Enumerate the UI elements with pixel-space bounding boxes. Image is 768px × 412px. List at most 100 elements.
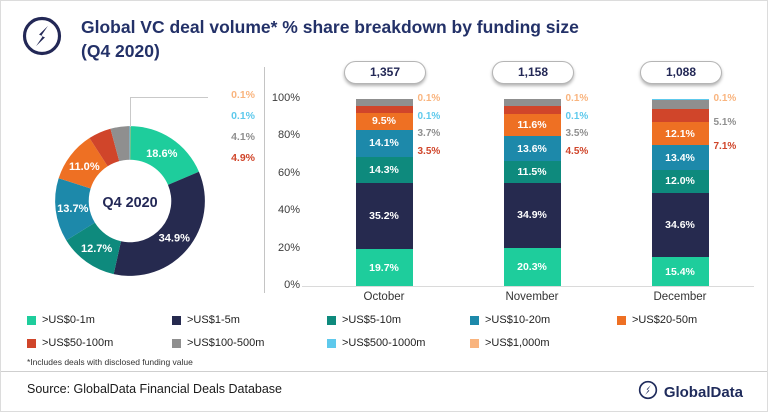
chart-title: Global VC deal volume* % share breakdown… (81, 16, 681, 63)
stacked-bar-chart: 100% 80% 60% 40% 20% 0% 1,357 19.7% 35.2% 14.3% 1… (264, 53, 764, 315)
bar-segment: 13.4% (651, 145, 709, 171)
footnote: *Includes deals with disclosed funding v… (27, 357, 193, 367)
bar-segment: 14.1% (355, 130, 413, 157)
bar-outside-label: 0.1% (417, 110, 441, 122)
bar-segment (651, 109, 709, 123)
donut-callout-label: 4.9% (231, 152, 255, 164)
bar-total-badge: 1,357 (344, 61, 426, 84)
bar-segment: 11.6% (503, 114, 561, 136)
legend-item: >US$500-1000m (327, 337, 470, 349)
donut-chart: 18.6% 34.9% 12.7% 13.7% 11.0% Q4 2020 (55, 126, 205, 276)
legend-label: >US$10-20m (485, 314, 551, 326)
x-axis-line (302, 286, 754, 287)
bar-segment (651, 99, 709, 110)
legend-item: >US$10-20m (470, 314, 617, 326)
donut-segment-label: 13.7% (57, 203, 88, 215)
legend-swatch-icon (27, 338, 36, 348)
legend-item: >US$5-10m (327, 314, 470, 326)
bar-segment (355, 105, 413, 113)
source-text: Source: GlobalData Financial Deals Datab… (27, 382, 282, 396)
donut-segment (58, 138, 108, 189)
bar-segment: 19.7% (355, 249, 413, 286)
donut-center-label: Q4 2020 (102, 195, 157, 211)
legend-label: >US$20-50m (632, 314, 698, 326)
bar-segment (503, 99, 561, 106)
legend-label: >US$0-1m (42, 314, 95, 326)
y-axis-tick-label: 80% (277, 129, 300, 142)
donut-callout-label: 0.1% (231, 110, 255, 122)
legend-item: >US$20-50m (617, 314, 751, 326)
bar-segment (355, 99, 413, 106)
legend-swatch-icon (327, 315, 336, 325)
donut-segment (113, 171, 205, 276)
donut-segment-label: 12.7% (81, 243, 112, 255)
bar-segment: 34.6% (651, 192, 709, 258)
donut-segment (130, 126, 199, 185)
y-axis-tick-label: 40% (277, 204, 300, 217)
legend-swatch-icon (470, 338, 479, 348)
bar-segment: 13.6% (503, 135, 561, 162)
bar-total-badge: 1,088 (640, 61, 722, 84)
bar-outside-label: 3.7% (417, 128, 441, 139)
y-axis-tick-label: 100% (271, 92, 300, 104)
bar-outside-label: 7.1% (713, 141, 737, 152)
bar-segment: 11.5% (503, 161, 561, 183)
legend-label: >US$1-5m (187, 314, 240, 326)
chart-title-line1: Global VC deal volume* % share breakdown… (81, 17, 579, 37)
y-axis: 100% 80% 60% 40% 20% 0% (266, 53, 300, 315)
callout-connector-line (130, 97, 131, 127)
y-axis-tick-label: 0% (284, 279, 300, 291)
donut-segment (55, 178, 95, 241)
callout-connector-line (130, 97, 208, 98)
x-axis-category-label: October (363, 291, 405, 303)
bar-segment: 35.2% (355, 183, 413, 250)
bar-segment: 15.4% (651, 257, 709, 286)
bar-outside-label: 0.1% (565, 110, 589, 122)
bar-segment: 34.9% (503, 182, 561, 249)
legend-label: >US$1,000m (485, 337, 550, 349)
legend-swatch-icon (172, 315, 181, 325)
donut-segment (89, 128, 120, 167)
bar-outside-label: 5.1% (713, 117, 737, 128)
bar-stack: 19.7% 35.2% 14.3% 14.1% 9.5% (355, 98, 413, 286)
legend-item: >US$50-100m (27, 337, 172, 349)
bar-outside-label: 0.1% (713, 93, 737, 104)
bar-outside-label: 4.5% (565, 145, 589, 157)
bar-total-badge: 1,158 (492, 61, 574, 84)
bars-area: 1,357 19.7% 35.2% 14.3% 14.1% 9.5% 0.1% 0.1% 3.7… (264, 53, 764, 315)
bar-stack: 20.3% 34.9% 11.5% 13.6% 11.6% (503, 98, 561, 286)
x-axis-category-label: November (505, 291, 559, 303)
bar-segment: 9.5% (355, 112, 413, 131)
legend-label: >US$5-10m (342, 314, 402, 326)
donut-segment-label: 18.6% (146, 148, 177, 160)
bar-segment: 14.3% (355, 156, 413, 184)
y-axis-tick-label: 60% (277, 166, 300, 179)
legend-item: >US$0-1m (27, 314, 172, 326)
legend-swatch-icon (470, 315, 479, 325)
legend-label: >US$50-100m (42, 337, 114, 349)
divider (1, 371, 767, 372)
bar-outside-label: 0.1% (565, 93, 589, 104)
globaldata-logo: GlobalData (638, 380, 743, 405)
globaldata-logo-icon (638, 380, 658, 405)
legend-swatch-icon (617, 315, 626, 325)
bar-segment: 12.1% (651, 122, 709, 146)
donut-callout-label: 0.1% (231, 89, 255, 101)
legend-swatch-icon (27, 315, 36, 325)
legend: >US$0-1m >US$1-5m >US$5-10m >US$10-20m >US$2… (27, 314, 751, 349)
legend-label: >US$500-1000m (342, 337, 426, 349)
legend-swatch-icon (172, 338, 181, 348)
globaldata-compass-icon (21, 15, 63, 57)
bar-stack: 15.4% 34.6% 12.0% 13.4% 12.1% (651, 99, 709, 286)
y-axis-tick-label: 20% (277, 241, 300, 254)
donut-segment-label: 34.9% (159, 233, 190, 245)
bar-segment: 12.0% (651, 170, 709, 193)
donut-callouts: 0.1% 0.1% 4.1% 4.9% (209, 89, 255, 179)
bar-segment: 20.3% (503, 248, 561, 286)
legend-item: >US$100-500m (172, 337, 327, 349)
x-axis-category-label: December (653, 291, 707, 303)
globaldata-logo-text: GlobalData (663, 384, 743, 401)
bar-outside-label: 3.5% (417, 145, 441, 157)
legend-label: >US$100-500m (187, 337, 265, 349)
